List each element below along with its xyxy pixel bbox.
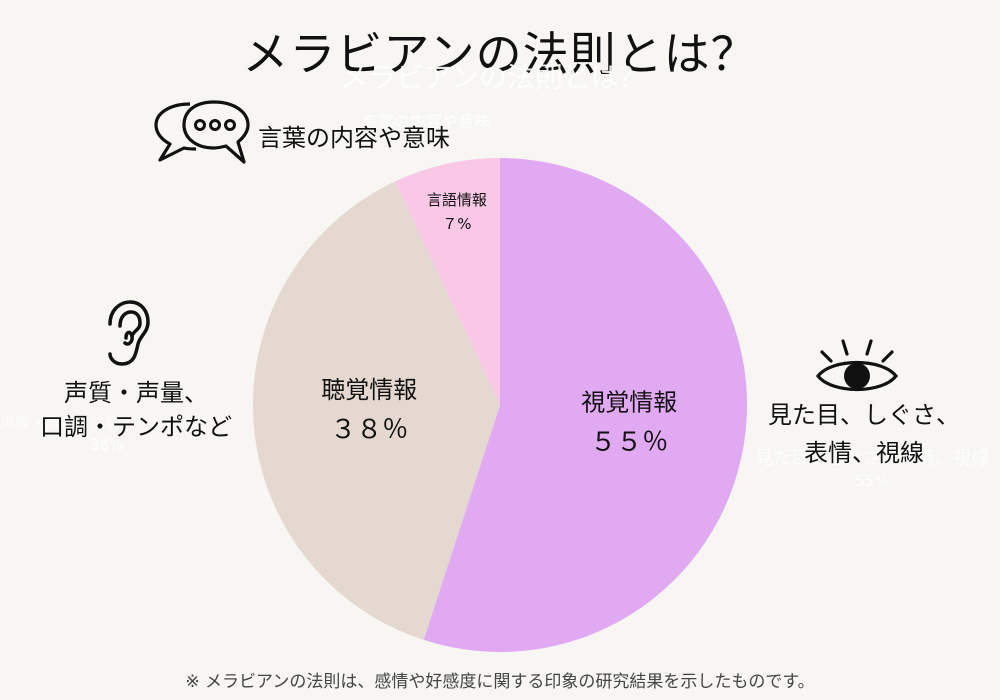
ghost-voice-text: 声質・声量、口調・テンポなど [0, 414, 211, 432]
words-annotation: 言葉の内容や意味 [258, 124, 450, 152]
visual-annotation-line2: 表情、視線 [804, 439, 924, 467]
slice-label-1: 聴覚情報 [321, 376, 417, 404]
ghost-title-text: メラビアンの法則とは？ [340, 61, 647, 94]
footnote: ※ メラビアンの法則は、感情や好感度に関する印象の研究結果を示したものです。 [185, 672, 815, 692]
ghost-visual-text: 見た目、しぐさ、表情、視線 [755, 448, 989, 469]
slice-value-1: ３８％ [330, 415, 408, 445]
ghost-voice-pct: 38% [90, 436, 124, 454]
speech-bubbles-icon [154, 100, 250, 164]
slice-label-0: 視覚情報 [581, 389, 677, 417]
slice-value-2: ７% [442, 215, 471, 233]
pie-slice-1 [253, 181, 500, 640]
eye-icon [815, 339, 899, 392]
voice-annotation-line2: 口調・テンポなど [40, 413, 232, 441]
chart-title: メラビアンの法則とは？ [242, 27, 758, 81]
visual-annotation-line1: 見た目、しぐさ、 [768, 401, 960, 429]
ear-icon [108, 300, 150, 366]
slice-value-0: ５５％ [590, 428, 668, 458]
ghost-words-text: 言葉の内容や意味 [362, 112, 491, 131]
pie-slice-2 [394, 158, 500, 405]
voice-annotation: 声質・声量、 口調・テンポなど [20, 376, 252, 444]
ghost-visual-pct: 55% [855, 472, 889, 490]
pie-slice-0 [423, 158, 748, 652]
slice-label-2: 言語情報 [427, 191, 487, 209]
voice-annotation-line1: 声質・声量、 [64, 379, 208, 407]
visual-annotation: 見た目、しぐさ、 表情、視線 [748, 396, 980, 472]
